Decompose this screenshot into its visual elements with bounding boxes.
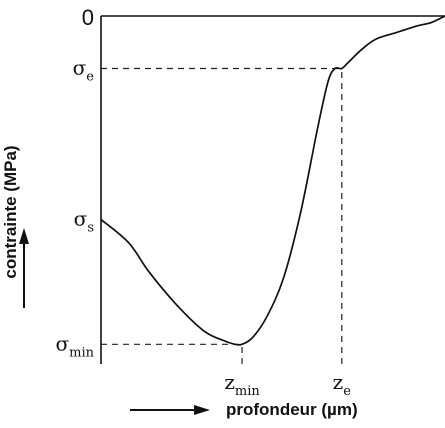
axes-layer [100,15,445,364]
x-axis-arrow-head [194,405,210,415]
x-tick-label-e: ze [333,370,352,399]
x-axis-label: profondeur (µm) [226,400,358,419]
y-axis-arrow-head [19,228,29,244]
y-tick-label-s: σs [74,207,94,236]
y-axis-label: contrainte (MPa) [1,145,20,278]
x-tick-label-min: zmin [224,370,260,399]
reference-lines [101,67,343,364]
tick-labels-layer: σe σs σmin zmin ze [55,56,351,399]
labels-layer: 0 profondeur (µm) contrainte (MPa) [1,5,358,419]
axis-arrows [19,228,210,415]
series-layer [100,15,445,346]
y-tick-label-e: σe [73,56,95,85]
series-line-1 [100,15,445,346]
y-tick-label-min: σmin [55,331,94,360]
y-origin-label: 0 [82,5,94,30]
